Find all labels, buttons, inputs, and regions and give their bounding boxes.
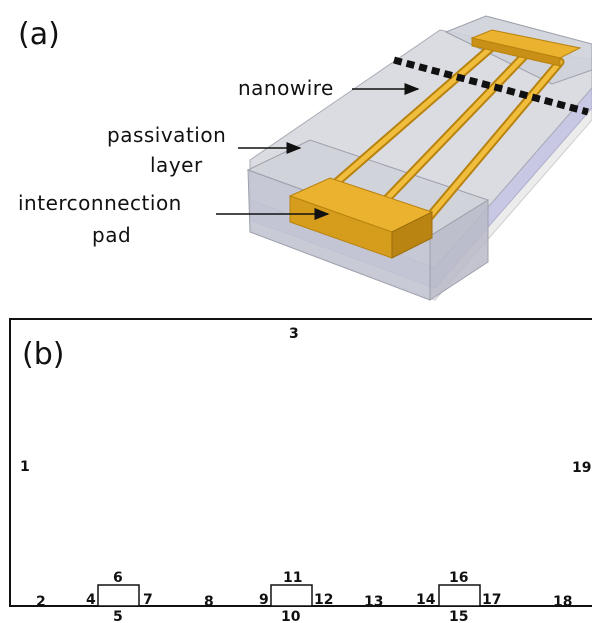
nanowire-3-highlight (422, 59, 563, 225)
nanowires (325, 35, 565, 227)
boundary-number: 17 (482, 592, 501, 608)
boundary-number: 11 (283, 570, 302, 586)
cut-line (393, 56, 589, 116)
boundary-number: 10 (281, 609, 301, 623)
boundary-number: 16 (449, 570, 468, 586)
boundary-number: 7 (143, 592, 153, 608)
boundary-number: 18 (553, 594, 572, 610)
label-nanowire: nanowire (238, 76, 334, 100)
domain-boundary (9, 318, 592, 607)
interconnection-pad-right-front (471, 37, 561, 67)
boundary-number: 1 (20, 459, 30, 475)
conductor-2 (270, 584, 313, 607)
conductor-1 (97, 584, 140, 607)
boundary-number: 9 (259, 592, 269, 608)
panel-b-label: (b) (22, 337, 64, 372)
boundary-number: 2 (36, 594, 46, 610)
boundary-number: 12 (314, 592, 333, 608)
boundary-number: 6 (113, 570, 123, 586)
boundary-number: 5 (113, 609, 123, 623)
panel-a-label: (a) (18, 17, 60, 52)
boundary-number: 15 (449, 609, 468, 623)
boundary-number: 19 (572, 460, 591, 476)
panel-b: (b) 1 2 3 4 5 6 7 8 9 10 11 12 13 14 15 … (9, 318, 592, 623)
boundary-number: 13 (364, 594, 383, 610)
boundary-number: 8 (204, 594, 214, 610)
boundary-number: 3 (289, 326, 299, 342)
device-illustration (246, 15, 592, 301)
boundary-number: 4 (86, 592, 96, 608)
passivation-block-left-side (429, 199, 489, 301)
label-interconnection-line1: interconnection (18, 191, 182, 215)
label-passivation-line1: passivation (107, 123, 226, 147)
interconnection-pad-left-side (391, 211, 433, 259)
label-passivation-line2: layer (150, 153, 203, 177)
nanowire-1-highlight (327, 37, 503, 191)
label-interconnection-line2: pad (92, 223, 131, 247)
panel-a: (a) (18, 15, 592, 301)
conductor-3 (438, 584, 481, 607)
boundary-number: 14 (416, 592, 436, 608)
nanowire-2-highlight (377, 47, 533, 209)
boundary-numbers: 1 2 3 4 5 6 7 8 9 10 11 12 13 14 15 16 1… (20, 326, 591, 623)
